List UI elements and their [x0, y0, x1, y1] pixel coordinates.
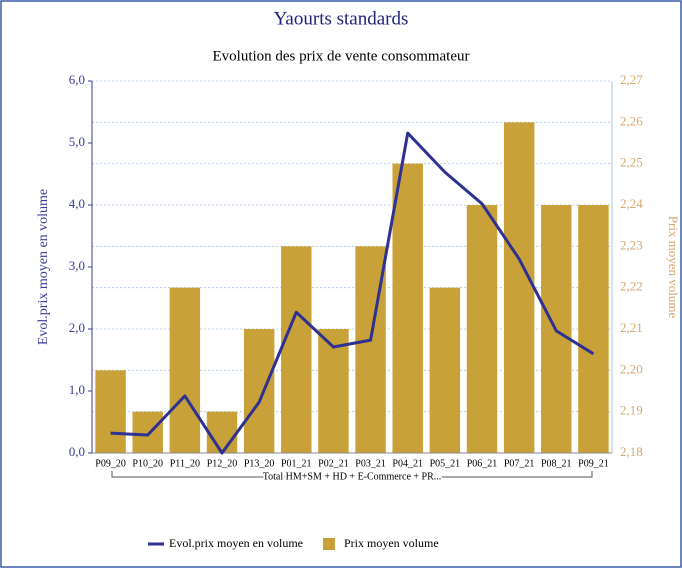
group-bracket	[111, 471, 593, 478]
x-tick-label: P03_21	[355, 458, 386, 469]
y2-tick-label: 2,27	[620, 72, 643, 87]
bar	[243, 329, 275, 453]
y-tick-label: 3,0	[69, 258, 85, 273]
x-tick-label: P09_21	[578, 458, 609, 469]
y2-tick-label: 2,18	[620, 444, 643, 459]
bar	[429, 287, 461, 453]
bar	[132, 411, 163, 453]
x-tick-label: P05_21	[430, 458, 461, 469]
y-tick-label: 0,0	[69, 444, 85, 459]
legend-label: Prix moyen volume	[344, 536, 439, 550]
y-tick-label: 1,0	[69, 382, 85, 397]
y2-tick-label: 2,22	[620, 279, 643, 294]
y2-tick-label: 2,23	[620, 237, 643, 252]
x-tick-label: P13_20	[244, 458, 275, 469]
bar	[392, 163, 423, 453]
bar	[281, 246, 312, 453]
bar	[503, 122, 535, 453]
y2-axis-label: Prix moyen volume	[666, 216, 681, 319]
legend-swatch	[322, 538, 335, 550]
x-group-label: Total HM+SM + HD + E-Commerce + PR...	[263, 471, 442, 482]
bar	[318, 329, 349, 453]
x-tick-label: P11_20	[170, 458, 200, 469]
chart-title: Yaourts standards	[274, 8, 409, 29]
y2-tick-label: 2,19	[620, 403, 643, 418]
y-tick-label: 6,0	[69, 72, 85, 87]
x-tick-label: P10_20	[132, 458, 163, 469]
bar	[206, 411, 238, 453]
y2-tick-label: 2,25	[620, 155, 643, 170]
bar	[578, 205, 609, 453]
x-tick-label: P07_21	[504, 458, 535, 469]
x-tick-label: P12_20	[207, 458, 238, 469]
line	[110, 131, 595, 455]
bar	[466, 205, 498, 453]
y-tick-label: 4,0	[69, 196, 85, 211]
y2-tick-label: 2,26	[620, 113, 643, 128]
x-tick-label: P01_21	[281, 458, 312, 469]
y-tick-label: 2,0	[69, 320, 85, 335]
y-axis-label: Evol.prix moyen en volume	[36, 189, 51, 345]
legend-label: Evol.prix moyen en volume	[169, 536, 303, 550]
y2-tick-label: 2,24	[620, 196, 643, 211]
x-tick-label: P04_21	[392, 458, 423, 469]
bar	[169, 287, 201, 453]
chart-subtitle: Evolution des prix de vente consommateur	[212, 48, 469, 64]
x-tick-label: P09_20	[95, 458, 126, 469]
x-tick-label: P08_21	[541, 458, 572, 469]
y2-tick-label: 2,21	[620, 320, 643, 335]
x-tick-label: P06_21	[467, 458, 498, 469]
y2-tick-label: 2,20	[620, 361, 643, 376]
x-tick-label: P02_21	[318, 458, 349, 469]
y-tick-label: 5,0	[69, 134, 85, 149]
bar	[95, 370, 126, 453]
